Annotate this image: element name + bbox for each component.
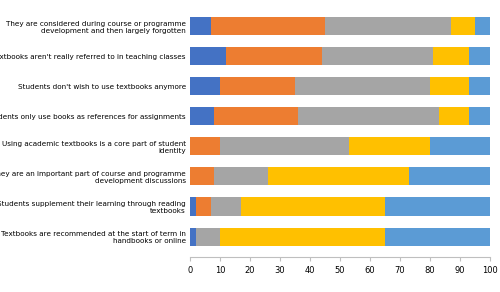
- Bar: [469, 107, 490, 125]
- Bar: [220, 138, 349, 155]
- Bar: [469, 47, 490, 65]
- Bar: [226, 47, 322, 65]
- Bar: [190, 107, 214, 125]
- Bar: [469, 77, 490, 95]
- Bar: [322, 47, 433, 65]
- Bar: [241, 197, 385, 215]
- Bar: [409, 167, 490, 185]
- Bar: [220, 77, 295, 95]
- Bar: [385, 197, 490, 215]
- Bar: [214, 107, 298, 125]
- Bar: [439, 107, 469, 125]
- Bar: [190, 167, 214, 185]
- Bar: [268, 167, 409, 185]
- Bar: [190, 77, 220, 95]
- Bar: [196, 197, 211, 215]
- Bar: [385, 227, 490, 246]
- Bar: [196, 227, 220, 246]
- Bar: [430, 138, 490, 155]
- Bar: [325, 17, 451, 35]
- Bar: [295, 77, 430, 95]
- Bar: [451, 17, 475, 35]
- Bar: [190, 227, 196, 246]
- Bar: [211, 197, 241, 215]
- Bar: [190, 197, 196, 215]
- Bar: [190, 138, 220, 155]
- Bar: [475, 17, 490, 35]
- Bar: [211, 17, 325, 35]
- Bar: [220, 227, 385, 246]
- Bar: [433, 47, 469, 65]
- Bar: [430, 77, 469, 95]
- Bar: [349, 138, 430, 155]
- Bar: [190, 17, 211, 35]
- Bar: [298, 107, 439, 125]
- Bar: [214, 167, 268, 185]
- Bar: [190, 47, 226, 65]
